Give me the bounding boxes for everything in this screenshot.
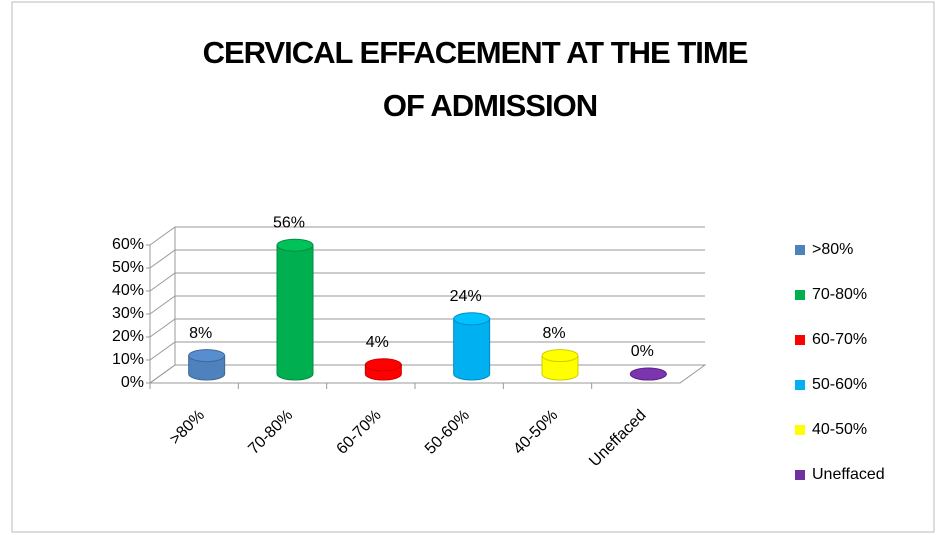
bar-top xyxy=(188,349,226,363)
grid-line xyxy=(149,295,705,315)
bar-top xyxy=(629,367,667,381)
grid-line xyxy=(149,249,705,269)
bar-top xyxy=(276,238,314,252)
legend-swatch xyxy=(795,245,805,255)
legend-swatch xyxy=(795,425,805,435)
legend-label: 70-80% xyxy=(812,286,867,303)
legend-swatch xyxy=(795,470,805,480)
bar xyxy=(453,318,491,381)
data-label: 0% xyxy=(631,343,654,360)
bar-top xyxy=(453,312,491,326)
frame xyxy=(11,1,935,533)
y-tick-label: 30% xyxy=(112,305,144,322)
x-tick-label: Uneffaced xyxy=(586,407,649,470)
grid-line xyxy=(149,226,705,246)
grid-line xyxy=(149,272,705,292)
x-tick-label: >80% xyxy=(167,407,208,448)
legend-label: >80% xyxy=(812,241,853,258)
bar-top xyxy=(364,358,402,372)
y-tick-label: 60% xyxy=(112,236,144,253)
chart-title: OF ADMISSION xyxy=(383,88,597,123)
bar xyxy=(276,244,314,381)
data-label: 8% xyxy=(189,325,212,342)
y-tick-label: 50% xyxy=(112,259,144,276)
chart-title: CERVICAL EFFACEMENT AT THE TIME xyxy=(203,35,748,70)
y-tick-label: 20% xyxy=(112,328,144,345)
data-label: 24% xyxy=(450,288,482,305)
y-tick-label: 40% xyxy=(112,282,144,299)
grid-line xyxy=(149,341,705,361)
x-tick-label: 40-50% xyxy=(510,407,561,458)
y-tick-label: 10% xyxy=(112,351,144,368)
x-tick-label: 60-70% xyxy=(334,407,385,458)
floor xyxy=(148,364,707,384)
grid-line xyxy=(149,318,705,338)
bar xyxy=(188,355,226,381)
legend-label: 60-70% xyxy=(812,331,867,348)
legend-label: 40-50% xyxy=(812,421,867,438)
data-label: 56% xyxy=(273,214,305,231)
legend-swatch xyxy=(795,290,805,300)
x-tick-label: 50-60% xyxy=(422,407,473,458)
data-label: 8% xyxy=(542,325,565,342)
legend-label: Uneffaced xyxy=(812,466,885,483)
legend-label: 50-60% xyxy=(812,376,867,393)
x-tick-label: 70-80% xyxy=(245,407,296,458)
bar-top xyxy=(541,349,579,363)
bar xyxy=(541,355,579,381)
legend-swatch xyxy=(795,380,805,390)
data-label: 4% xyxy=(366,334,389,351)
grid-line xyxy=(149,364,705,384)
legend-swatch xyxy=(795,335,805,345)
y-tick-label: 0% xyxy=(121,374,144,391)
